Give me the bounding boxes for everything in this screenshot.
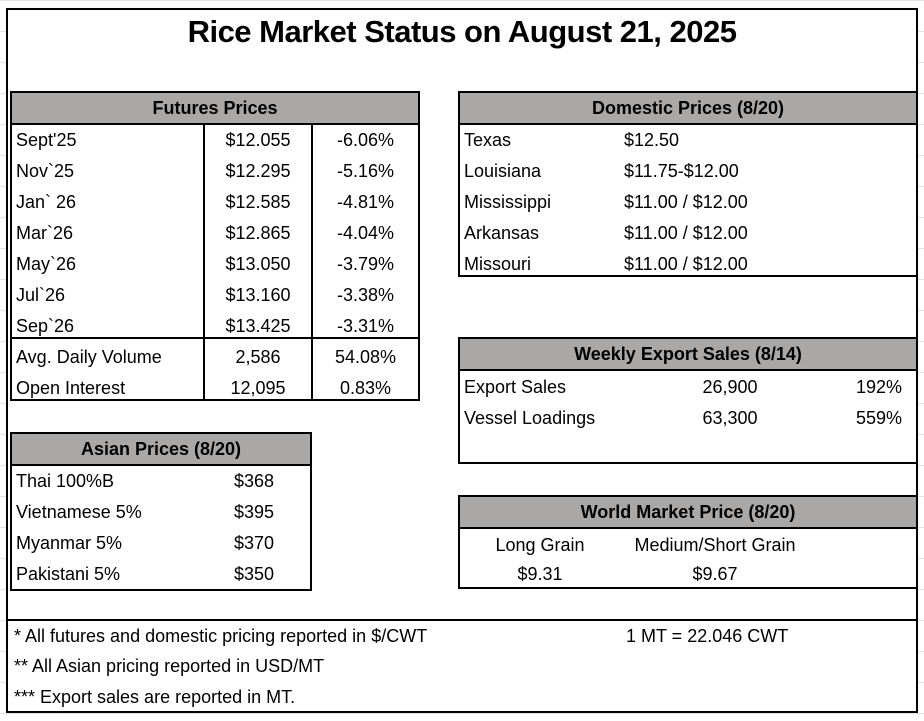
futures-contract-label: Mar`26 [16,223,74,243]
export-value: 26,900 [702,377,758,397]
futures-change: -3.38% [336,285,395,305]
domestic-state-label: Mississippi [464,192,552,212]
asian-prices-table: Asian Prices (8/20) Thai 100%B $368 Vietna… [10,432,312,591]
medium-short-grain-label: Medium/Short Grain [634,535,796,555]
asian-price: $395 [234,502,275,522]
asian-price: $368 [234,471,275,491]
futures-price: $13.050 [225,254,291,274]
futures-change: -4.04% [336,223,395,243]
futures-price: $12.295 [225,161,291,181]
asian-price: $370 [234,533,275,553]
export-metric-label: Export Sales [464,377,567,397]
futures-price: $13.425 [225,316,291,336]
futures-change: -4.81% [336,192,395,212]
futures-contract-label: Avg. Daily Volume [16,347,162,367]
futures-change: 0.83% [339,378,392,398]
domestic-header: Domestic Prices (8/20) [460,93,916,125]
futures-prices-table: Futures Prices Sept'25 $12.055 -6.06% Nov`2… [10,91,420,401]
world-market-price-table: World Market Price (8/20) Long Grain Med… [458,495,918,589]
futures-contract-label: Open Interest [16,378,126,398]
futures-price: 12,095 [230,378,286,398]
long-grain-label: Long Grain [495,535,585,555]
futures-price: $13.160 [225,285,291,305]
domestic-price: $12.50 [624,130,680,150]
futures-contract-label: Sep`26 [16,316,75,336]
note-futures-units: * All futures and domestic pricing repor… [14,626,428,646]
futures-contract-label: Sept'25 [16,130,77,150]
row-divider [12,337,418,339]
page-title: Rice Market Status on August 21, 2025 [187,14,737,49]
notes-divider [6,619,918,621]
export-value: 63,300 [702,408,758,428]
futures-price: $12.585 [225,192,291,212]
futures-contract-label: Jul`26 [16,285,66,305]
domestic-price: $11.00 / $12.00 [624,254,748,274]
world-header: World Market Price (8/20) [460,497,916,529]
asian-origin-label: Pakistani 5% [16,564,121,584]
asian-origin-label: Thai 100%B [16,471,115,491]
domestic-state-label: Missouri [464,254,532,274]
domestic-price: $11.75-$12.00 [624,161,739,181]
export-header: Weekly Export Sales (8/14) [460,339,916,371]
long-grain-price: $9.31 [517,564,563,584]
note-conversion: 1 MT = 22.046 CWT [626,626,789,646]
futures-price: 2,586 [235,347,281,367]
futures-price: $12.865 [225,223,291,243]
column-divider [203,123,205,399]
asian-origin-label: Myanmar 5% [16,533,123,553]
futures-change: 54.08% [334,347,397,367]
futures-contract-label: Nov`25 [16,161,75,181]
domestic-price: $11.00 / $12.00 [624,223,748,243]
weekly-export-sales-table: Weekly Export Sales (8/14) Export Sales 2… [458,337,918,464]
column-divider [311,123,313,399]
futures-change: -3.79% [336,254,395,274]
futures-contract-label: Jan` 26 [16,192,77,212]
futures-change: -6.06% [336,130,395,150]
futures-price: $12.055 [225,130,291,150]
export-metric-label: Vessel Loadings [464,408,596,428]
asian-price: $350 [234,564,275,584]
futures-change: -5.16% [336,161,395,181]
domestic-state-label: Texas [464,130,512,150]
futures-header: Futures Prices [12,93,418,125]
export-percent: 192% [855,377,902,397]
medium-short-grain-price: $9.67 [692,564,738,584]
domestic-state-label: Louisiana [464,161,542,181]
note-asian-units: ** All Asian pricing reported in USD/MT [14,656,325,676]
domestic-state-label: Arkansas [464,223,540,243]
export-percent: 559% [855,408,902,428]
futures-contract-label: May`26 [16,254,77,274]
futures-change: -3.31% [336,316,395,336]
note-export-units: *** Export sales are reported in MT. [14,687,296,707]
domestic-price: $11.00 / $12.00 [624,192,748,212]
asian-header: Asian Prices (8/20) [12,434,310,466]
domestic-prices-table: Domestic Prices (8/20) Texas $12.50 Louisi… [458,91,918,277]
asian-origin-label: Vietnamese 5% [16,502,142,522]
